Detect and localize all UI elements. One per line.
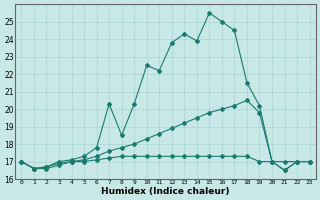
X-axis label: Humidex (Indice chaleur): Humidex (Indice chaleur)	[101, 187, 230, 196]
